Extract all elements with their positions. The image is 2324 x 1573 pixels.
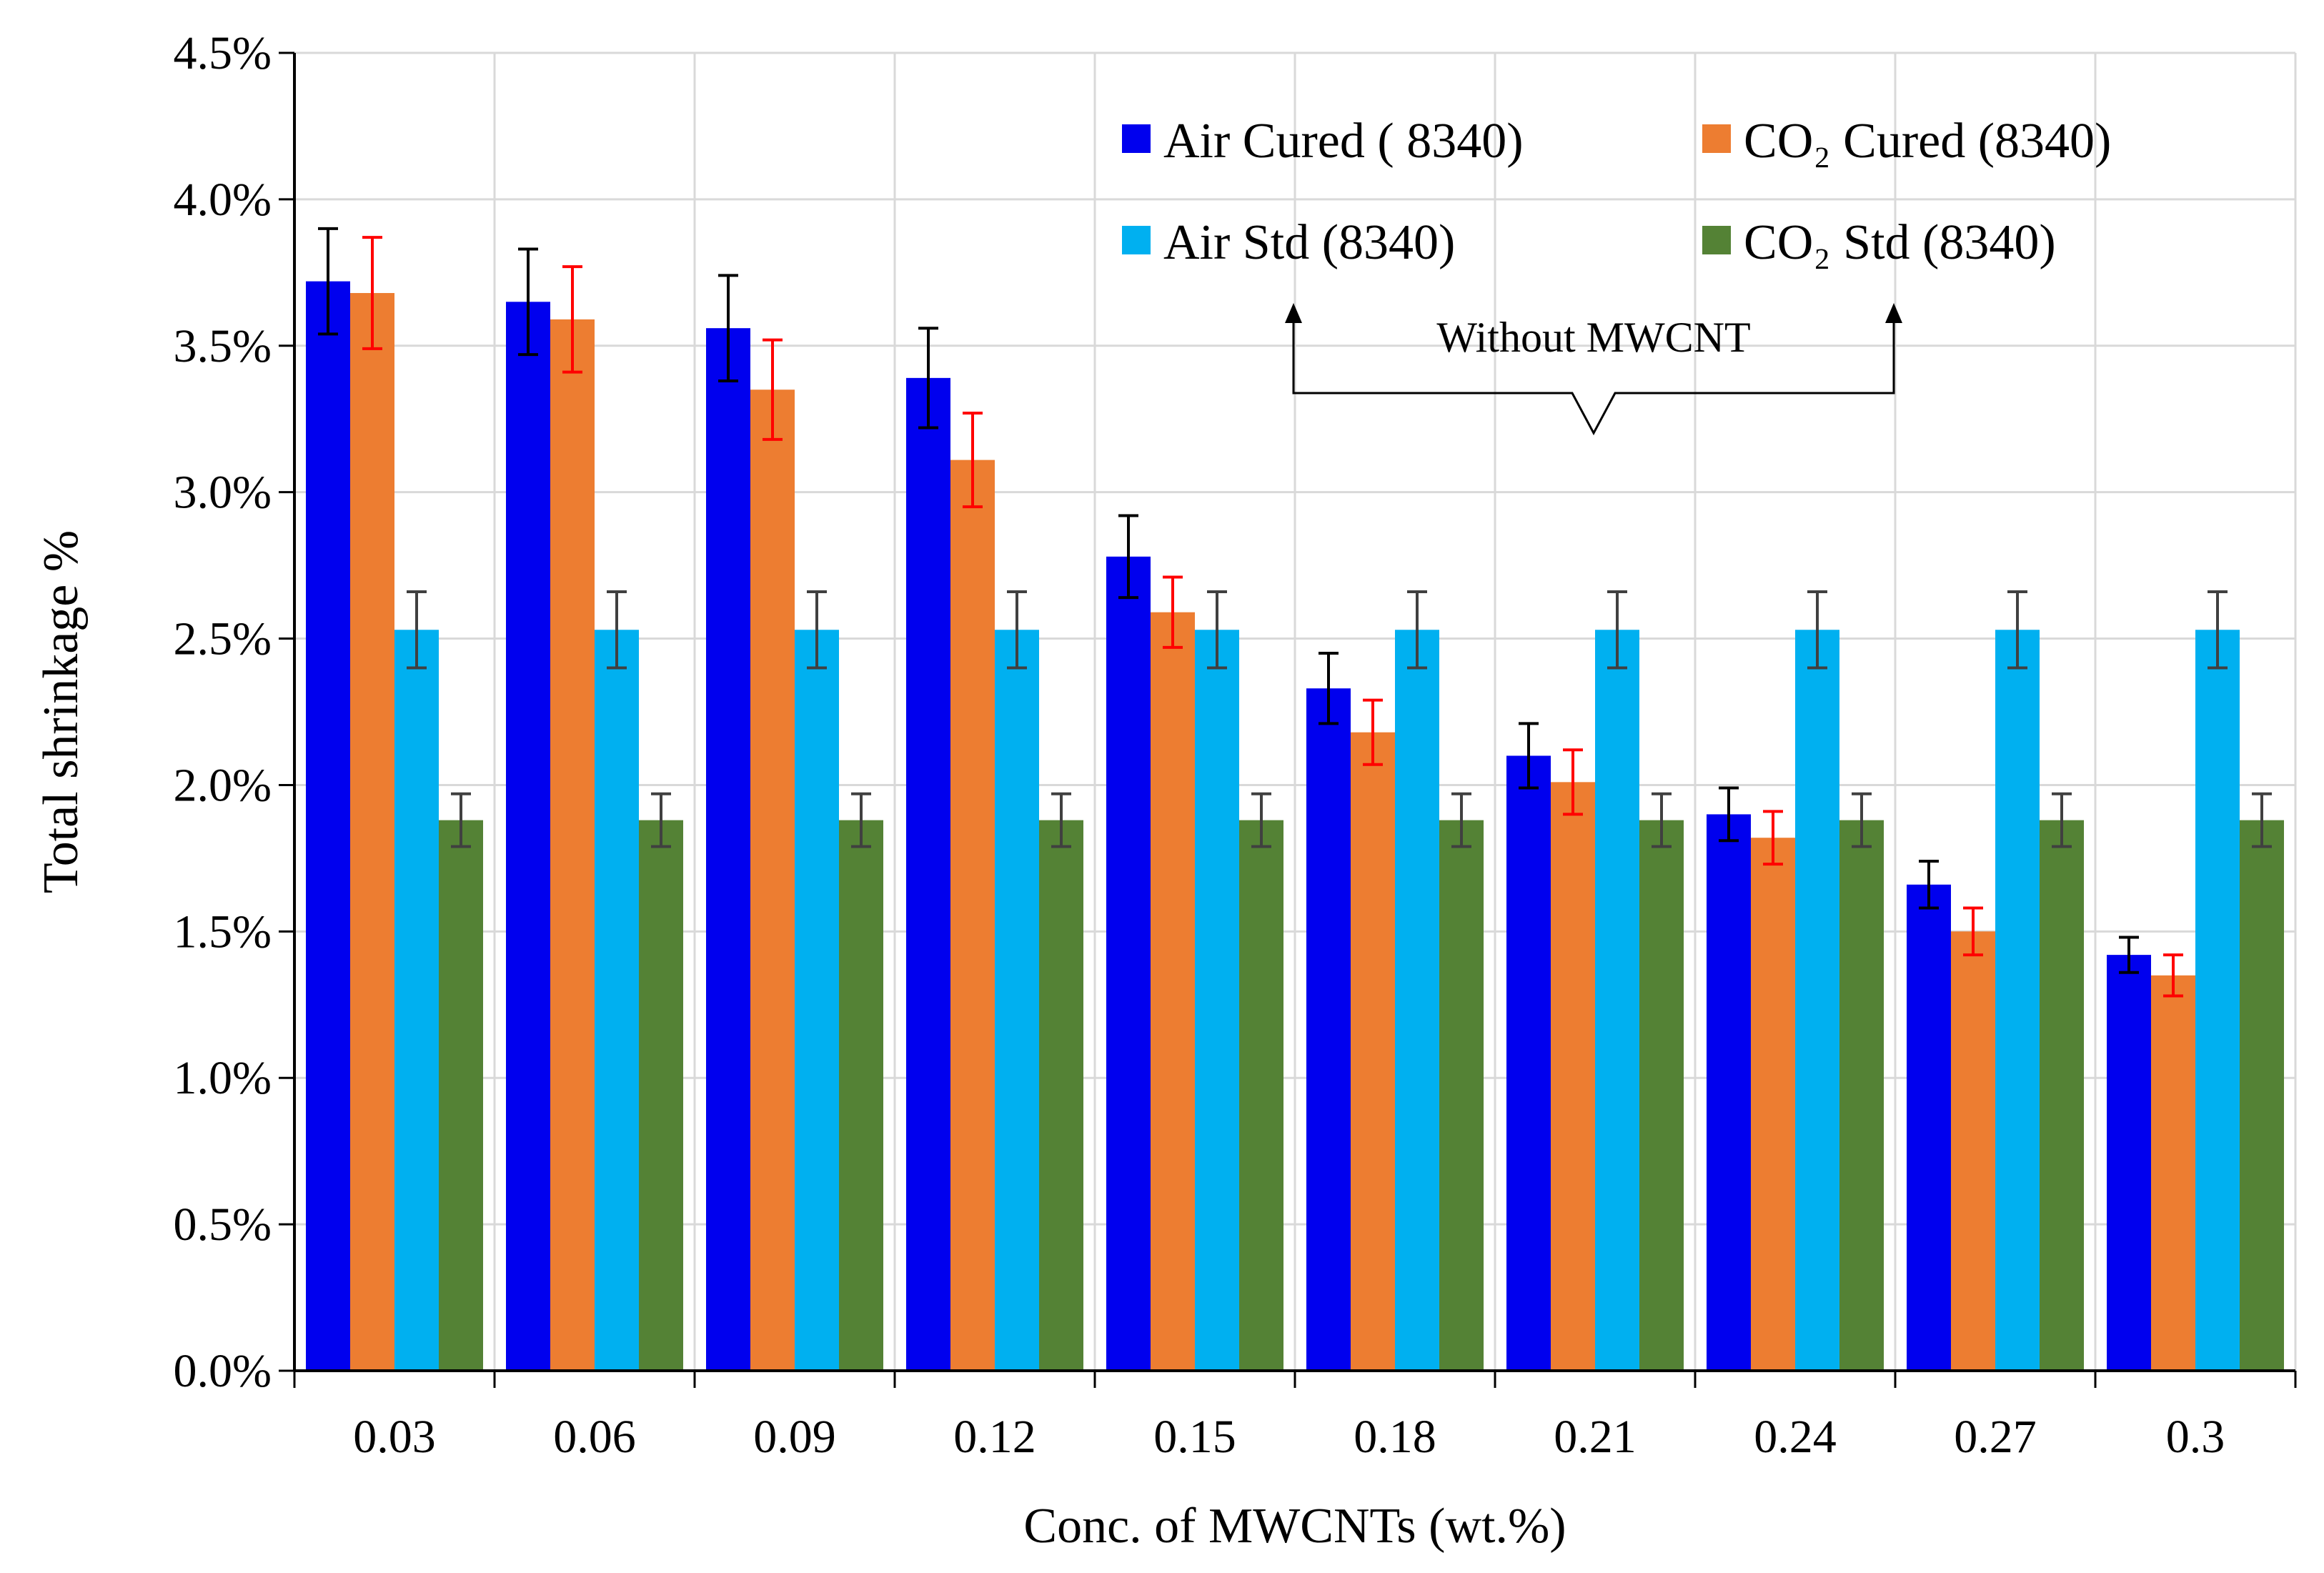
bar [1551, 782, 1595, 1371]
y-axis-title: Total shrinkage % [34, 530, 89, 893]
bar [595, 630, 639, 1371]
bar [394, 630, 439, 1371]
bar [1907, 884, 1951, 1371]
x-tick-label: 0.09 [753, 1411, 836, 1463]
bar [2107, 955, 2151, 1371]
bar [1395, 630, 1439, 1371]
x-tick-label: 0.3 [2166, 1411, 2225, 1463]
legend-label: CO₂ Cured (8340) [1744, 114, 2111, 169]
bar [1439, 820, 1484, 1371]
bar [1795, 630, 1839, 1371]
y-tick-label: 3.5% [174, 320, 272, 372]
bar [2240, 820, 2284, 1371]
x-tick-label: 0.27 [1954, 1411, 2037, 1463]
bar [639, 820, 683, 1371]
bar [350, 293, 394, 1371]
annotation-arrow-right [1885, 303, 1902, 323]
y-tick-label: 1.0% [174, 1052, 272, 1104]
y-tick-label: 1.5% [174, 905, 272, 958]
annotation-label: Without MWCNT [1436, 314, 1750, 361]
bar [750, 389, 795, 1371]
bar [439, 820, 483, 1371]
x-tick-label: 0.18 [1354, 1411, 1436, 1463]
bar [950, 460, 995, 1371]
bar [1351, 732, 1395, 1371]
bars [306, 281, 2284, 1371]
legend-label: Air Std (8340) [1163, 215, 1455, 270]
y-tick-label: 3.0% [174, 467, 272, 519]
y-tick-label: 4.0% [174, 174, 272, 226]
bar [306, 281, 350, 1371]
bar [706, 328, 750, 1371]
bar [2195, 630, 2240, 1371]
y-tick-label: 2.0% [174, 759, 272, 811]
x-tick-label: 0.06 [553, 1411, 636, 1463]
x-tick-label: 0.21 [1554, 1411, 1637, 1463]
bar [1839, 820, 1884, 1371]
legend-label: CO₂ Std (8340) [1744, 215, 2056, 270]
legend-swatch [1122, 124, 1151, 153]
bar [2151, 975, 2195, 1371]
bar [1639, 820, 1684, 1371]
y-tick-label: 2.5% [174, 613, 272, 665]
x-tick-label: 0.24 [1754, 1411, 1837, 1463]
annotation: Without MWCNT [1285, 303, 1902, 436]
bar [550, 319, 595, 1371]
bar [906, 377, 950, 1371]
bar [1039, 820, 1083, 1371]
y-tick-label: 0.5% [174, 1199, 272, 1251]
bar [1306, 688, 1351, 1371]
bar [1707, 814, 1751, 1371]
bar [1151, 612, 1195, 1371]
bar [795, 630, 839, 1371]
legend-swatch [1702, 226, 1731, 254]
legend-swatch [1702, 124, 1731, 153]
legend-swatch [1122, 226, 1151, 254]
annotation-bracket [1292, 307, 1895, 436]
y-tick-label: 4.5% [174, 27, 272, 79]
legend: Air Cured ( 8340) CO₂ Cured (8340) Air Std… [1122, 114, 2111, 270]
bar [1751, 838, 1795, 1371]
bar [506, 302, 550, 1371]
bar [1995, 630, 2040, 1371]
bar [1595, 630, 1639, 1371]
bar [1951, 931, 1995, 1371]
error-bars [318, 227, 2272, 998]
bar [1239, 820, 1283, 1371]
bar [1195, 630, 1239, 1371]
x-tick-label: 0.15 [1153, 1411, 1236, 1463]
bar [839, 820, 883, 1371]
x-tick-label: 0.12 [953, 1411, 1036, 1463]
x-tick-label: 0.03 [353, 1411, 436, 1463]
y-tick-label: 0.0% [174, 1345, 272, 1397]
annotation-arrow-left [1285, 303, 1302, 323]
axes: 0.0% 0.5% 1.0% 1.5% 2.0% 2.5% 3.0% 3.5% 4.0% 4.5%… [174, 27, 2297, 1463]
bar [1506, 755, 1551, 1371]
bar [2040, 820, 2084, 1371]
bar [995, 630, 1039, 1371]
x-axis-title: Conc. of MWCNTs (wt.%) [1023, 1499, 1566, 1554]
bar [1106, 556, 1151, 1371]
legend-label: Air Cured ( 8340) [1163, 114, 1524, 169]
